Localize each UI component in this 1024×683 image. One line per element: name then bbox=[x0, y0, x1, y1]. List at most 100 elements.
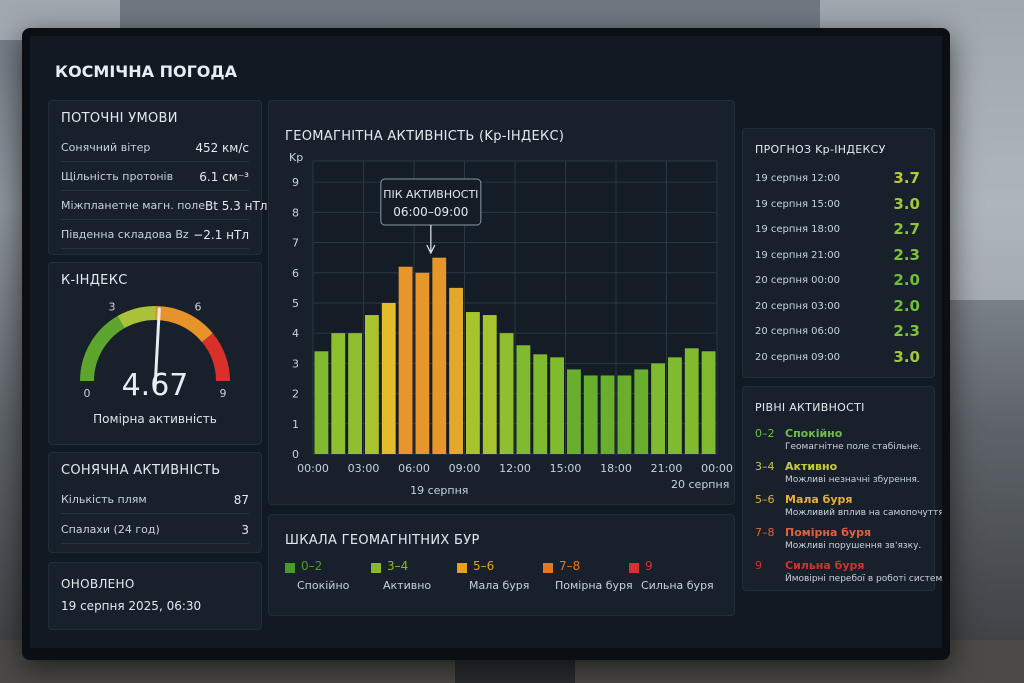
info-row: Щільність протонів 6.1 см⁻³ bbox=[61, 170, 249, 191]
y-tick-label: 4 bbox=[292, 327, 299, 340]
bar bbox=[550, 357, 564, 454]
level-range: 3–4 bbox=[755, 460, 775, 473]
bar bbox=[668, 357, 682, 454]
bar bbox=[701, 351, 716, 454]
chart: Kp 0 1 2 3 4 5 6 7 8 9 00:00 03:00 06:00 09:00 12:00 15:… bbox=[289, 151, 733, 497]
bar bbox=[617, 375, 632, 454]
y-tick-label: 2 bbox=[292, 388, 299, 401]
panel-title: ШКАЛА ГЕОМАГНІТНИХ БУР bbox=[285, 533, 480, 548]
x-tick-label: 15:00 bbox=[550, 462, 582, 475]
scale-name: Сильна буря bbox=[641, 579, 714, 592]
date-label: 20 серпня bbox=[671, 478, 729, 491]
bar bbox=[331, 333, 346, 454]
level-name: Активно bbox=[785, 460, 838, 473]
updated-time: 19 серпня 2025, 06:30 bbox=[61, 599, 202, 613]
gauge-band bbox=[154, 306, 213, 343]
bar bbox=[567, 369, 581, 454]
level-range: 7–8 bbox=[755, 526, 775, 539]
level-name: Помірна буря bbox=[785, 526, 872, 539]
forecast-value: 2.0 bbox=[893, 296, 920, 315]
bar bbox=[449, 287, 463, 454]
gauge: 0 3 6 9 4.67 Помірна активність bbox=[80, 301, 230, 426]
y-axis-label: Kp bbox=[289, 151, 303, 164]
chart-panel: ГЕОМАГНІТНА АКТИВНІСТЬ (Kp-ІНДЕКС) Kp 0 1 2… bbox=[268, 100, 735, 505]
bar bbox=[482, 315, 497, 454]
forecast-time: 19 серпня 12:00 bbox=[755, 173, 840, 184]
bar bbox=[398, 266, 413, 454]
x-tick-label: 21:00 bbox=[651, 462, 683, 475]
scale-swatch bbox=[285, 563, 295, 573]
level-desc: Можливі порушення зв'язку. bbox=[785, 541, 922, 551]
y-tick-label: 6 bbox=[292, 267, 299, 280]
forecast-time: 20 серпня 00:00 bbox=[755, 275, 840, 286]
bar bbox=[466, 312, 480, 454]
forecast-value: 2.7 bbox=[893, 220, 920, 238]
gauge-band bbox=[117, 306, 156, 329]
level-desc: Геомагнітне поле стабільне. bbox=[785, 442, 922, 452]
bar bbox=[314, 351, 329, 454]
forecast-time: 20 серпня 09:00 bbox=[755, 351, 840, 363]
bar bbox=[415, 272, 430, 454]
scale-name: Мала буря bbox=[469, 579, 530, 592]
y-tick-label: 8 bbox=[292, 206, 299, 219]
bar bbox=[381, 302, 396, 454]
y-tick-label: 1 bbox=[292, 418, 299, 431]
panel-title: ОНОВЛЕНО bbox=[61, 577, 135, 591]
panel-title: СОНЯЧНА АКТИВНІСТЬ bbox=[61, 463, 221, 478]
forecast-value: 2.3 bbox=[893, 322, 920, 340]
y-tick-label: 9 bbox=[292, 176, 299, 189]
scale-range: 0–2 bbox=[301, 559, 323, 573]
row-label: Спалахи (24 год) bbox=[61, 523, 160, 536]
panel-title: ПОТОЧНІ УМОВИ bbox=[61, 111, 178, 126]
info-row: Міжпланетне магн. поле Bt 5.3 нТл bbox=[61, 199, 267, 220]
forecast-time: 20 серпня 03:00 bbox=[755, 300, 840, 312]
gauge-needle bbox=[153, 307, 161, 391]
row-value: Bt 5.3 нТл bbox=[204, 199, 268, 213]
forecast-panel: ПРОГНОЗ Kp-ІНДЕКСУ 19 серпня 12:00 3.7 19 … bbox=[742, 128, 935, 378]
row-label: Сонячний вітер bbox=[61, 141, 151, 154]
row-label: Кількість плям bbox=[61, 493, 147, 506]
bar bbox=[651, 363, 665, 454]
bar bbox=[499, 333, 514, 454]
forecast-time: 19 серпня 15:00 bbox=[755, 198, 840, 210]
x-tick-label: 18:00 bbox=[600, 462, 632, 475]
annotation-arrow bbox=[426, 225, 436, 255]
panel-title: РІВНІ АКТИВНОСТІ bbox=[755, 401, 865, 414]
info-row: Кількість плям 87 bbox=[61, 493, 249, 514]
scale-swatch bbox=[543, 563, 553, 573]
scale-range: 9 bbox=[645, 559, 653, 573]
scale-range: 7–8 bbox=[559, 559, 581, 573]
forecast-time: 19 серпня 18:00 bbox=[755, 224, 840, 235]
y-tick-label: 3 bbox=[292, 357, 299, 370]
gauge-tick-label: 0 bbox=[84, 387, 91, 400]
forecast-value: 3.0 bbox=[893, 347, 920, 366]
conditions-panel: ПОТОЧНІ УМОВИ Сонячний вітер 452 км/с Щіль… bbox=[48, 100, 267, 255]
x-tick-label: 12:00 bbox=[499, 462, 531, 475]
x-tick-label: 00:00 bbox=[701, 462, 733, 475]
x-tick-label: 06:00 bbox=[398, 462, 430, 475]
level-desc: Ймовірні перебої в роботі систем. bbox=[785, 574, 942, 584]
bar bbox=[583, 375, 598, 454]
bar bbox=[600, 375, 615, 454]
panel-title: К-ІНДЕКС bbox=[61, 273, 128, 288]
bar bbox=[634, 369, 649, 454]
scale-swatch bbox=[457, 563, 467, 573]
row-label: Щільність протонів bbox=[61, 170, 174, 183]
forecast-value: 2.3 bbox=[893, 245, 920, 264]
forecast-time: 19 серпня 21:00 bbox=[755, 249, 840, 261]
scale-swatch bbox=[371, 563, 381, 573]
panel-title: ПРОГНОЗ Kp-ІНДЕКСУ bbox=[755, 143, 886, 156]
bar bbox=[533, 354, 548, 454]
y-tick-label: 7 bbox=[292, 237, 299, 250]
level-range: 0–2 bbox=[755, 427, 775, 440]
scale-range: 3–4 bbox=[387, 559, 409, 573]
y-tick-label: 0 bbox=[292, 448, 299, 461]
gauge-tick-label: 9 bbox=[220, 387, 227, 400]
level-range: 9 bbox=[755, 559, 762, 572]
monitor: КОСМІЧНА ПОГОДА ПОТОЧНІ УМОВИ Сонячний в… bbox=[22, 28, 950, 660]
date-label: 19 серпня bbox=[410, 484, 468, 497]
chart-title: ГЕОМАГНІТНА АКТИВНІСТЬ (Kp-ІНДЕКС) bbox=[285, 129, 565, 144]
annotation-text: 06:00–09:00 bbox=[393, 205, 468, 219]
info-row: Південна складова Bz −2.1 нТл bbox=[61, 228, 249, 249]
